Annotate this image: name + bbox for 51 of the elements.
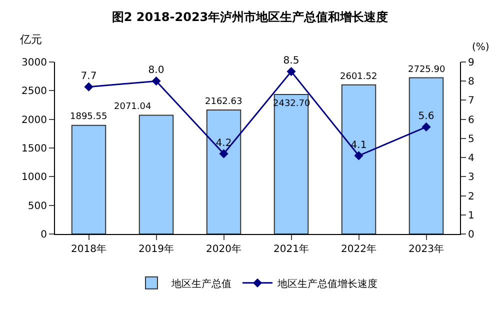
- bar: [71, 124, 106, 234]
- data-label: 4.2: [216, 138, 232, 149]
- legend-label: 地区生产总值: [170, 278, 232, 290]
- y2-tick-label: 4: [468, 153, 474, 164]
- y2-tick-label: 2: [468, 191, 474, 202]
- bar: [138, 114, 174, 234]
- data-label: 2725.90: [408, 65, 446, 75]
- y-tick-label: 500: [28, 200, 47, 212]
- y2-tick-label: 7: [468, 96, 474, 107]
- y-axis-title: 亿元: [19, 33, 42, 46]
- point: [286, 67, 296, 76]
- data-label: 2162.63: [205, 97, 242, 107]
- point: [84, 82, 94, 92]
- x-tick-label: 2020年: [206, 243, 242, 255]
- x-tick-label: 2022年: [341, 243, 376, 255]
- bar: [341, 84, 376, 234]
- y2-tick-label: 0: [468, 230, 474, 240]
- data-label: 2601.52: [340, 72, 378, 82]
- bar: [206, 110, 242, 234]
- y2-tick-label: 8: [468, 76, 474, 88]
- data-label: 7.7: [80, 70, 97, 82]
- x-tick-label: 2021年: [274, 243, 309, 255]
- data-label: 5.6: [418, 111, 434, 122]
- x-tick-label: 2023年: [408, 243, 444, 255]
- data-label: 8.0: [148, 65, 164, 76]
- y2-tick-label: 3: [468, 172, 474, 184]
- y-tick-label: 2500: [22, 86, 47, 98]
- x-tick-label: 2019年: [138, 243, 174, 255]
- y-tick-label: 1000: [22, 172, 47, 184]
- y2-axis-title: (%): [472, 42, 490, 53]
- chart-title: 图2 2018-2023年泸州市地区生产总值和增长速度: [112, 10, 388, 24]
- data-label: 1895.55: [70, 112, 108, 122]
- y2-tick-label: 9: [468, 58, 474, 68]
- y2-tick-label: 6: [468, 114, 474, 126]
- y2-tick-label: 5: [468, 134, 474, 145]
- data-label: 8.5: [283, 56, 300, 67]
- y-tick-label: 3000: [22, 58, 47, 68]
- y-tick-label: 1500: [22, 144, 47, 154]
- y-tick-label: 2000: [22, 114, 47, 126]
- x-tick-label: 2018年: [71, 243, 106, 255]
- data-label: 4.1: [350, 140, 367, 151]
- legend-label: 地区生产总值增长速度: [276, 278, 378, 290]
- bar: [274, 94, 309, 234]
- y2-tick-label: 1: [468, 210, 474, 222]
- point: [219, 149, 228, 158]
- point: [422, 122, 431, 132]
- bar: [408, 77, 444, 234]
- y-tick-label: 0: [40, 230, 47, 240]
- data-label: 2071.04: [114, 102, 152, 112]
- point: [354, 151, 364, 160]
- point: [152, 76, 161, 86]
